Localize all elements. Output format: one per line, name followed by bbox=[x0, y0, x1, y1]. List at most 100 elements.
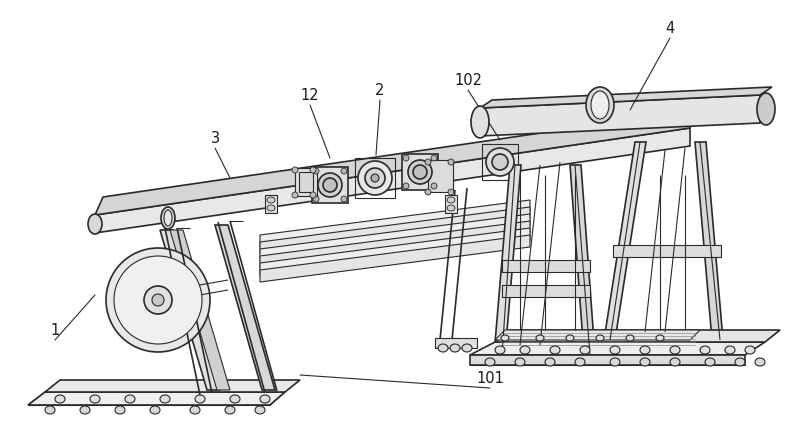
Ellipse shape bbox=[160, 395, 170, 403]
Ellipse shape bbox=[640, 358, 650, 366]
Ellipse shape bbox=[447, 205, 455, 211]
Ellipse shape bbox=[431, 183, 437, 189]
Polygon shape bbox=[45, 380, 300, 392]
Polygon shape bbox=[695, 142, 723, 340]
Polygon shape bbox=[260, 235, 530, 282]
Text: 101: 101 bbox=[476, 371, 504, 386]
Ellipse shape bbox=[323, 178, 337, 192]
Ellipse shape bbox=[640, 346, 650, 354]
Ellipse shape bbox=[341, 196, 347, 202]
Ellipse shape bbox=[88, 214, 102, 234]
Bar bbox=[445, 195, 457, 213]
Polygon shape bbox=[502, 285, 590, 297]
Ellipse shape bbox=[225, 406, 235, 414]
Ellipse shape bbox=[161, 207, 175, 229]
Bar bbox=[312, 167, 348, 203]
Polygon shape bbox=[28, 392, 285, 405]
Polygon shape bbox=[95, 128, 690, 233]
Polygon shape bbox=[495, 330, 780, 342]
Polygon shape bbox=[160, 230, 220, 390]
Polygon shape bbox=[480, 87, 772, 108]
Bar bbox=[402, 154, 438, 190]
Ellipse shape bbox=[705, 358, 715, 366]
Polygon shape bbox=[260, 228, 530, 275]
Ellipse shape bbox=[700, 346, 710, 354]
Ellipse shape bbox=[403, 183, 409, 189]
Ellipse shape bbox=[114, 256, 202, 344]
Polygon shape bbox=[480, 95, 760, 136]
Polygon shape bbox=[470, 355, 745, 365]
Ellipse shape bbox=[580, 346, 590, 354]
Ellipse shape bbox=[152, 294, 164, 306]
Ellipse shape bbox=[408, 160, 432, 184]
Ellipse shape bbox=[55, 395, 65, 403]
Ellipse shape bbox=[125, 395, 135, 403]
Ellipse shape bbox=[520, 346, 530, 354]
Ellipse shape bbox=[670, 358, 680, 366]
Text: 102: 102 bbox=[454, 73, 482, 88]
Ellipse shape bbox=[425, 189, 431, 195]
Ellipse shape bbox=[462, 344, 472, 352]
Polygon shape bbox=[260, 200, 530, 247]
Ellipse shape bbox=[267, 205, 275, 211]
Bar bbox=[355, 158, 395, 198]
Ellipse shape bbox=[260, 395, 270, 403]
Polygon shape bbox=[260, 221, 530, 268]
Ellipse shape bbox=[292, 192, 298, 198]
Text: 3: 3 bbox=[210, 131, 219, 146]
Ellipse shape bbox=[45, 406, 55, 414]
Bar bbox=[428, 160, 453, 192]
Ellipse shape bbox=[310, 167, 316, 173]
Ellipse shape bbox=[341, 168, 347, 174]
Bar bbox=[482, 144, 518, 180]
Polygon shape bbox=[215, 225, 275, 390]
Text: 1: 1 bbox=[50, 323, 60, 338]
Ellipse shape bbox=[190, 406, 200, 414]
Ellipse shape bbox=[438, 344, 448, 352]
Ellipse shape bbox=[591, 91, 609, 119]
Bar bbox=[295, 168, 317, 196]
Ellipse shape bbox=[495, 346, 505, 354]
Ellipse shape bbox=[448, 159, 454, 165]
Ellipse shape bbox=[267, 197, 275, 203]
Polygon shape bbox=[604, 142, 646, 340]
Polygon shape bbox=[260, 214, 530, 261]
Ellipse shape bbox=[757, 93, 775, 125]
Ellipse shape bbox=[610, 358, 620, 366]
Ellipse shape bbox=[358, 161, 392, 195]
Ellipse shape bbox=[230, 395, 240, 403]
Ellipse shape bbox=[413, 165, 427, 179]
Polygon shape bbox=[502, 260, 590, 272]
Ellipse shape bbox=[550, 346, 560, 354]
Ellipse shape bbox=[471, 106, 489, 138]
Ellipse shape bbox=[486, 148, 514, 176]
Ellipse shape bbox=[545, 358, 555, 366]
Ellipse shape bbox=[450, 344, 460, 352]
Ellipse shape bbox=[501, 335, 509, 341]
Ellipse shape bbox=[735, 358, 745, 366]
Ellipse shape bbox=[310, 192, 316, 198]
Ellipse shape bbox=[515, 358, 525, 366]
Polygon shape bbox=[470, 342, 765, 355]
Ellipse shape bbox=[586, 87, 614, 123]
Ellipse shape bbox=[431, 155, 437, 161]
Ellipse shape bbox=[144, 286, 172, 314]
Ellipse shape bbox=[448, 189, 454, 195]
Ellipse shape bbox=[115, 406, 125, 414]
Ellipse shape bbox=[745, 346, 755, 354]
Ellipse shape bbox=[626, 335, 634, 341]
Ellipse shape bbox=[447, 197, 455, 203]
Ellipse shape bbox=[725, 346, 735, 354]
Ellipse shape bbox=[313, 196, 319, 202]
Ellipse shape bbox=[596, 335, 604, 341]
Polygon shape bbox=[494, 165, 521, 355]
Ellipse shape bbox=[575, 358, 585, 366]
Polygon shape bbox=[170, 230, 230, 390]
Ellipse shape bbox=[425, 159, 431, 165]
Ellipse shape bbox=[755, 358, 765, 366]
Ellipse shape bbox=[670, 346, 680, 354]
Ellipse shape bbox=[485, 358, 495, 366]
Polygon shape bbox=[95, 110, 698, 215]
Ellipse shape bbox=[164, 210, 172, 226]
Ellipse shape bbox=[371, 174, 379, 182]
